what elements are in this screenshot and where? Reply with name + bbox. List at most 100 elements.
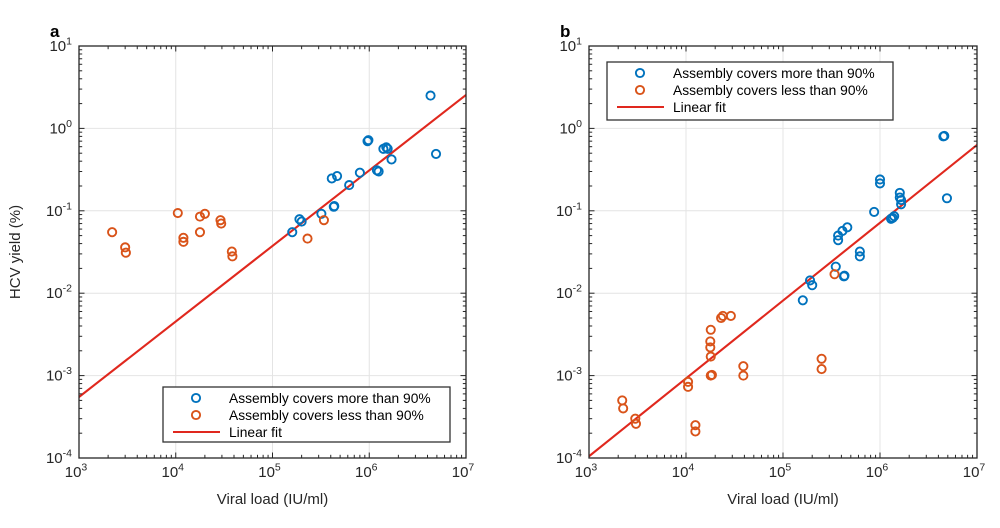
data-point bbox=[839, 270, 850, 281]
grid-lines bbox=[79, 46, 466, 458]
y-tick-label: 10-3 bbox=[46, 365, 72, 385]
y-axis-label: HCV yield (%) bbox=[7, 205, 24, 299]
data-point bbox=[199, 208, 210, 219]
data-point bbox=[296, 216, 307, 227]
axis-ticks bbox=[78, 45, 467, 459]
x-axis-label: Viral load (IU/ml) bbox=[727, 491, 838, 508]
data-point bbox=[227, 251, 238, 262]
data-point bbox=[833, 235, 844, 246]
data-point bbox=[107, 227, 118, 238]
data-point bbox=[889, 211, 900, 222]
data-point bbox=[194, 211, 206, 222]
data-point bbox=[854, 251, 865, 262]
data-point bbox=[705, 336, 716, 347]
data-point bbox=[344, 180, 355, 191]
data-point bbox=[690, 426, 701, 437]
data-point bbox=[939, 130, 950, 141]
data-point bbox=[829, 269, 840, 280]
y-tick-label: 10-1 bbox=[46, 200, 72, 220]
legend-label-1: Assembly covers less than 90% bbox=[229, 408, 424, 423]
data-point bbox=[382, 143, 393, 154]
data-point bbox=[941, 193, 952, 204]
data-point bbox=[287, 227, 298, 238]
data-point bbox=[816, 364, 827, 375]
scatter-series-1 bbox=[107, 207, 329, 262]
data-point bbox=[716, 312, 727, 324]
data-point bbox=[705, 342, 716, 353]
scatter-series-1 bbox=[617, 269, 840, 437]
y-tick-label: 10-2 bbox=[556, 283, 582, 303]
data-point bbox=[896, 195, 907, 206]
x-tick-label: 105 bbox=[769, 462, 792, 482]
data-point bbox=[842, 222, 853, 233]
y-tick-label: 10-3 bbox=[556, 365, 582, 385]
panel-a: 103 104 105 106 107 101 100 10-1 10-2 10-3 10-4 Vir… bbox=[7, 22, 475, 508]
data-point bbox=[194, 227, 206, 238]
data-point bbox=[425, 90, 436, 101]
legend-marker-0 bbox=[190, 392, 202, 404]
data-point bbox=[326, 173, 337, 184]
x-tick-label: 107 bbox=[452, 462, 475, 482]
x-tick-label: 103 bbox=[65, 462, 88, 482]
legend-marker-0 bbox=[634, 67, 646, 79]
data-point bbox=[216, 218, 227, 229]
data-point bbox=[178, 236, 189, 247]
y-tick-label: 100 bbox=[49, 118, 72, 138]
legend-marker-1 bbox=[190, 409, 202, 421]
data-point bbox=[807, 280, 818, 291]
data-point bbox=[618, 403, 629, 414]
linear-fit-line bbox=[589, 144, 977, 458]
data-point bbox=[630, 413, 641, 424]
data-point bbox=[896, 199, 907, 210]
legend-label-2: Linear fit bbox=[229, 425, 282, 440]
data-point bbox=[797, 295, 808, 306]
data-point bbox=[690, 420, 701, 431]
linear-fit-line bbox=[79, 94, 466, 398]
data-point bbox=[294, 214, 305, 225]
data-point bbox=[226, 246, 237, 257]
data-point bbox=[373, 166, 384, 177]
data-point bbox=[381, 142, 392, 153]
data-point bbox=[869, 206, 880, 217]
x-tick-label: 107 bbox=[963, 462, 986, 482]
data-point bbox=[386, 154, 397, 165]
legend-box bbox=[606, 61, 894, 121]
data-point bbox=[630, 418, 642, 429]
x-tick-label: 105 bbox=[258, 462, 281, 482]
legend-label-1: Assembly covers less than 90% bbox=[673, 83, 868, 98]
data-point bbox=[816, 353, 827, 364]
plot-a: 103 104 105 106 10710110010-110-210-310-4Vir… bbox=[7, 22, 475, 508]
legend-marker-1 bbox=[634, 84, 646, 96]
data-point bbox=[332, 171, 343, 182]
x-tick-label: 103 bbox=[575, 462, 598, 482]
y-tick-label: 100 bbox=[559, 118, 582, 138]
data-point bbox=[120, 247, 131, 258]
data-point bbox=[887, 212, 898, 223]
x-tick-label: 104 bbox=[161, 462, 184, 482]
x-tick-label: 104 bbox=[672, 462, 695, 482]
data-point bbox=[706, 369, 717, 380]
data-point bbox=[178, 232, 189, 243]
y-tick-label: 10-1 bbox=[556, 200, 582, 220]
panel-letter-a: a bbox=[50, 22, 60, 41]
data-point bbox=[430, 148, 442, 159]
panel-b: 103 104 105 106 107 101 100 10-1 10-2 10-3 10-4 Vir… bbox=[500, 0, 1000, 528]
data-point bbox=[329, 201, 340, 212]
data-point bbox=[617, 395, 628, 406]
legend-label-0: Assembly covers more than 90% bbox=[229, 391, 431, 406]
x-axis-label: Viral load (IU/ml) bbox=[217, 491, 328, 508]
data-point bbox=[172, 207, 183, 219]
data-point bbox=[874, 174, 886, 185]
data-point bbox=[683, 381, 694, 392]
data-point bbox=[318, 215, 329, 226]
legend: Assembly covers more than 90% Assembly co… bbox=[606, 61, 894, 121]
legend: Assembly covers more than 90% Assembly co… bbox=[162, 386, 451, 443]
data-point bbox=[683, 376, 694, 387]
data-point bbox=[804, 275, 816, 286]
panel-letter-b: b bbox=[560, 22, 570, 41]
legend-label-2: Linear fit bbox=[673, 100, 726, 115]
data-point bbox=[738, 361, 749, 372]
data-point bbox=[854, 246, 865, 257]
axis-ticks bbox=[588, 45, 978, 459]
data-point bbox=[725, 310, 736, 321]
